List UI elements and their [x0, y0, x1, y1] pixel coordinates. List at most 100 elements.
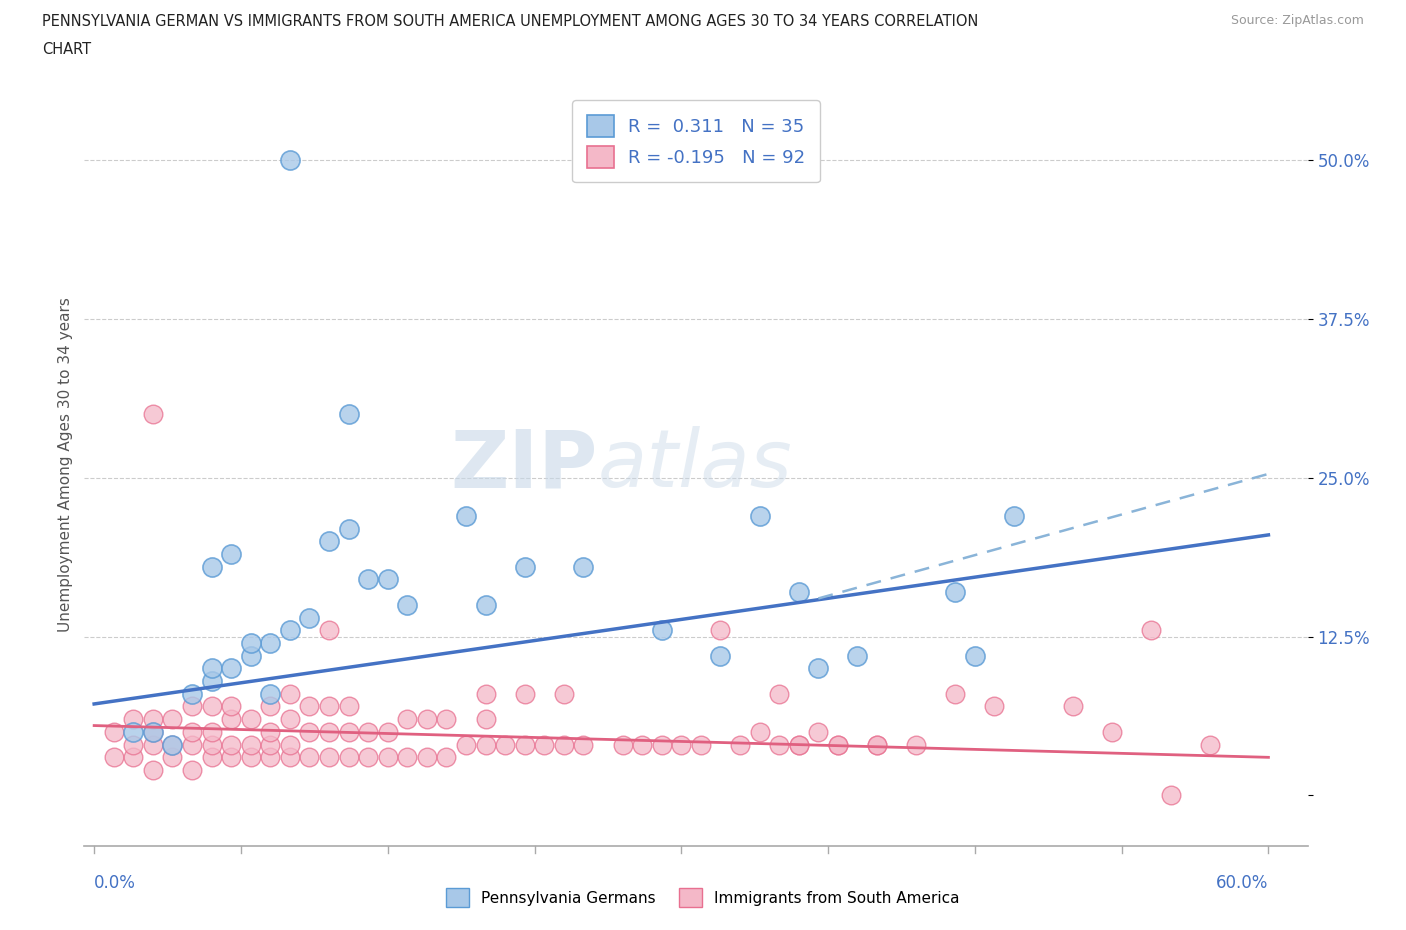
Point — [337, 750, 360, 764]
Point — [612, 737, 634, 752]
Point — [122, 750, 145, 764]
Point — [533, 737, 555, 752]
Text: CHART: CHART — [42, 42, 91, 57]
Point — [142, 724, 165, 739]
Point — [651, 623, 673, 638]
Point — [181, 737, 204, 752]
Point — [162, 737, 184, 752]
Point — [474, 686, 496, 701]
Point — [278, 711, 301, 726]
Point — [200, 750, 222, 764]
Text: atlas: atlas — [598, 426, 793, 504]
Point — [454, 737, 477, 752]
Point — [337, 699, 360, 714]
Point — [1140, 623, 1163, 638]
Point — [436, 750, 458, 764]
Text: 0.0%: 0.0% — [94, 874, 136, 892]
Point — [162, 750, 184, 764]
Point — [454, 509, 477, 524]
Point — [259, 699, 281, 714]
Point — [768, 686, 790, 701]
Point — [318, 699, 340, 714]
Point — [513, 686, 536, 701]
Point — [983, 699, 1005, 714]
Point — [219, 737, 242, 752]
Point — [219, 711, 242, 726]
Point — [219, 750, 242, 764]
Point — [278, 623, 301, 638]
Point — [377, 750, 399, 764]
Point — [671, 737, 693, 752]
Point — [807, 724, 830, 739]
Point — [239, 648, 262, 663]
Point — [1002, 509, 1025, 524]
Point — [807, 661, 830, 676]
Point — [103, 750, 125, 764]
Point — [846, 648, 869, 663]
Point — [219, 547, 242, 562]
Point — [1062, 699, 1084, 714]
Point — [827, 737, 849, 752]
Legend: Pennsylvania Germans, Immigrants from South America: Pennsylvania Germans, Immigrants from So… — [440, 883, 966, 913]
Point — [239, 635, 262, 650]
Legend: R =  0.311   N = 35, R = -0.195   N = 92: R = 0.311 N = 35, R = -0.195 N = 92 — [572, 100, 820, 182]
Point — [142, 724, 165, 739]
Point — [631, 737, 654, 752]
Point — [181, 686, 204, 701]
Y-axis label: Unemployment Among Ages 30 to 34 years: Unemployment Among Ages 30 to 34 years — [58, 298, 73, 632]
Point — [181, 763, 204, 777]
Point — [181, 699, 204, 714]
Point — [142, 711, 165, 726]
Point — [474, 737, 496, 752]
Point — [651, 737, 673, 752]
Point — [572, 737, 595, 752]
Point — [827, 737, 849, 752]
Point — [298, 610, 321, 625]
Point — [162, 737, 184, 752]
Point — [709, 623, 731, 638]
Point — [278, 153, 301, 167]
Point — [259, 635, 281, 650]
Point — [377, 724, 399, 739]
Point — [200, 673, 222, 688]
Point — [278, 750, 301, 764]
Point — [494, 737, 516, 752]
Point — [513, 737, 536, 752]
Point — [337, 406, 360, 421]
Point — [298, 699, 321, 714]
Point — [513, 559, 536, 574]
Point — [474, 597, 496, 612]
Point — [219, 661, 242, 676]
Point — [259, 750, 281, 764]
Point — [768, 737, 790, 752]
Point — [436, 711, 458, 726]
Point — [278, 737, 301, 752]
Point — [416, 750, 439, 764]
Point — [259, 686, 281, 701]
Point — [239, 737, 262, 752]
Point — [748, 509, 770, 524]
Point — [377, 572, 399, 587]
Point — [142, 737, 165, 752]
Point — [572, 559, 595, 574]
Point — [866, 737, 889, 752]
Point — [553, 737, 575, 752]
Point — [142, 763, 165, 777]
Point — [103, 724, 125, 739]
Point — [728, 737, 751, 752]
Point — [278, 686, 301, 701]
Point — [1101, 724, 1123, 739]
Text: 60.0%: 60.0% — [1216, 874, 1268, 892]
Point — [181, 724, 204, 739]
Point — [905, 737, 928, 752]
Point — [357, 750, 380, 764]
Point — [787, 737, 810, 752]
Point — [337, 521, 360, 536]
Point — [474, 711, 496, 726]
Point — [298, 750, 321, 764]
Point — [142, 406, 165, 421]
Point — [787, 585, 810, 600]
Point — [239, 711, 262, 726]
Point — [943, 686, 966, 701]
Point — [396, 597, 419, 612]
